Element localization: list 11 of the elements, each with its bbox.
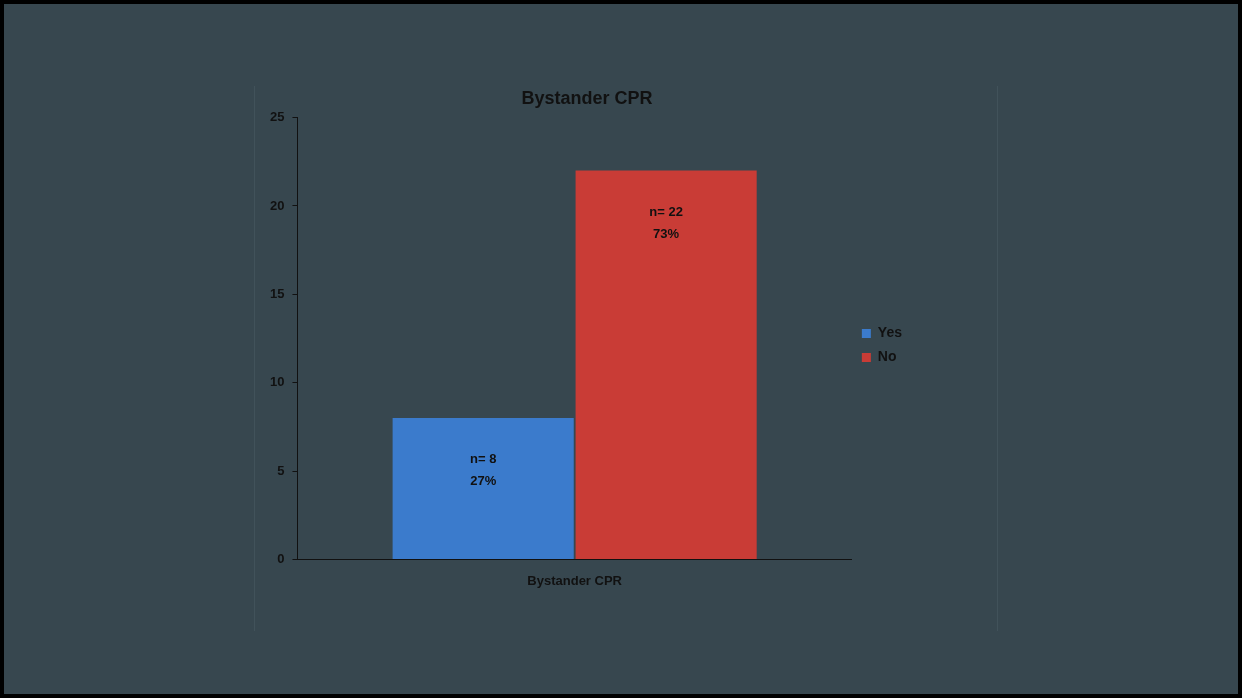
legend-label: No bbox=[877, 348, 897, 365]
chart-title: Bystander CPR bbox=[521, 87, 653, 108]
y-tick-label: 15 bbox=[269, 285, 285, 301]
y-tick-label: 20 bbox=[269, 197, 285, 213]
data-label: n= 22 73% bbox=[649, 203, 683, 241]
y-tick-label: 5 bbox=[277, 462, 285, 478]
data-label: n= 8 27% bbox=[470, 451, 497, 489]
legend-label: Yes bbox=[877, 324, 903, 341]
y-tick-label: 0 bbox=[277, 550, 285, 566]
y-tick-label: 10 bbox=[269, 374, 285, 390]
y-tick-label: 25 bbox=[269, 109, 285, 125]
